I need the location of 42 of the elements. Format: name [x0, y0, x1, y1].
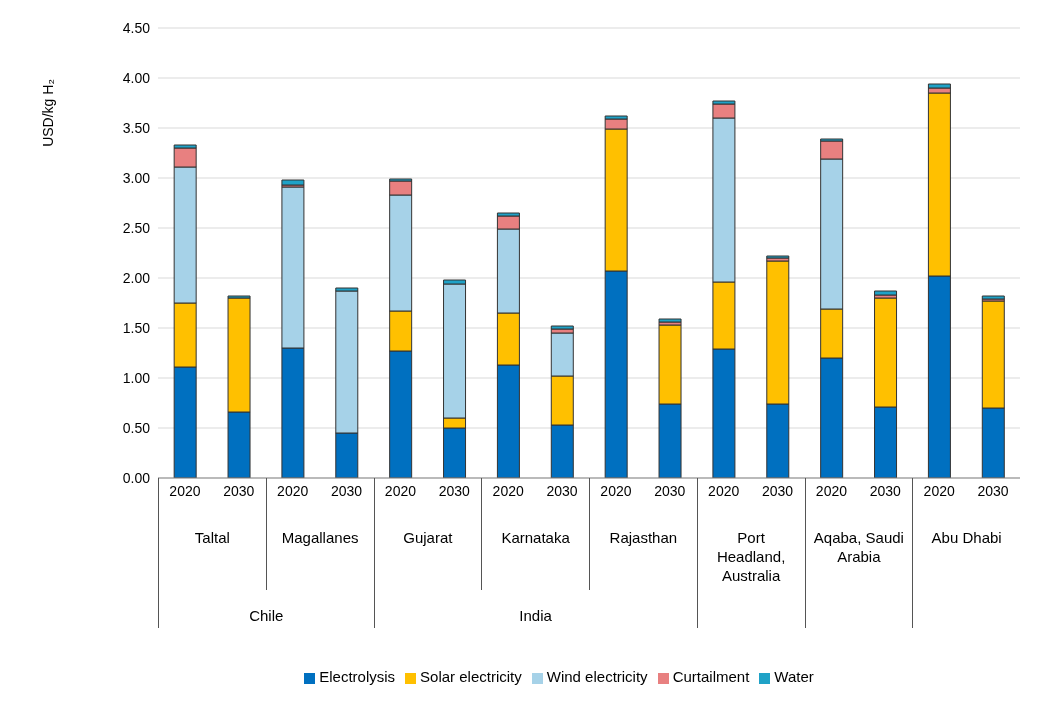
y-tick-label: 2.00 [122, 269, 151, 286]
x-tick-label: 2020 [492, 482, 524, 499]
legend-label: Solar electricity [420, 668, 522, 685]
x-tick-label: 2030 [438, 482, 471, 499]
legend-label: Electrolysis [319, 668, 396, 685]
x-tick-label: 2020 [600, 482, 632, 499]
x-tick-label: 2020 [708, 482, 740, 499]
text: Rajasthan [609, 529, 678, 546]
x-tick-label: 2020 [277, 482, 309, 499]
y-tick-label: 3.50 [122, 119, 151, 136]
y-tick-label: 3.00 [122, 169, 151, 186]
x-tick-label: 2020 [169, 482, 201, 499]
x-tick-label: 2020 [923, 482, 955, 499]
y-tick-label: 1.50 [122, 319, 151, 336]
legend-label: Wind electricity [546, 668, 648, 685]
y-tick-label: 0.50 [122, 419, 151, 436]
y-tick-label: 4.50 [122, 19, 151, 36]
y-tick-label: 1.00 [122, 369, 151, 386]
y-axis-title: USD/kg H₂ [39, 79, 56, 147]
y-tick-label: 0.00 [122, 469, 151, 486]
x-tick-label: 2030 [761, 482, 794, 499]
text: Port Headland, Australia [716, 529, 786, 584]
x-tick-label: 2020 [815, 482, 848, 499]
text: Chile [249, 607, 284, 624]
y-tick-label: 4.00 [122, 69, 151, 86]
x-tick-label: 2020 [384, 482, 417, 499]
text: Aqaba, Saudi Arabia [813, 529, 904, 565]
text: Abu Dhabi [931, 529, 1002, 546]
x-tick-label: 2030 [546, 482, 578, 499]
text: Taltal [194, 529, 230, 546]
legend-label: Curtailment [672, 668, 750, 685]
x-tick-label: 2030 [654, 482, 686, 499]
text: Gujarat [403, 529, 453, 546]
y-tick-label: 2.50 [122, 219, 151, 236]
legend-label: Water [774, 668, 814, 685]
text: India [519, 607, 552, 624]
text: Karnataka [501, 529, 570, 546]
x-tick-label: 2030 [330, 482, 363, 499]
x-tick-label: 2030 [977, 482, 1009, 499]
x-tick-label: 2030 [869, 482, 902, 499]
x-tick-label: 2030 [223, 482, 255, 499]
text: Magallanes [281, 529, 359, 546]
